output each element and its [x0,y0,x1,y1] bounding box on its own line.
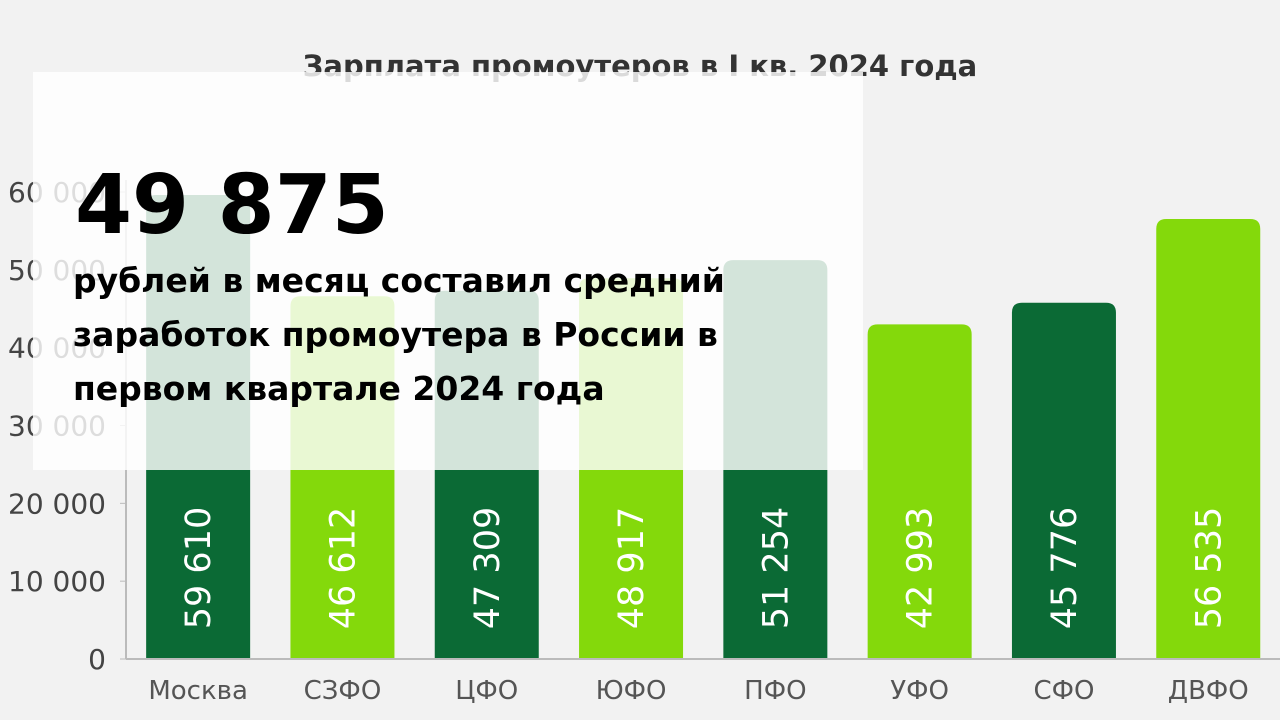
overlay-text: рублей в месяц составил средний [73,261,725,300]
value-label: 46 612 [323,507,363,629]
bar [1011,302,1116,659]
bar [1156,218,1261,660]
value-label: 42 993 [901,507,941,629]
x-tick-label: ЦФО [455,676,518,706]
x-tick-label: УФО [890,676,949,706]
y-tick-label: 10 000 [8,565,106,598]
y-tick-label: 20 000 [8,487,106,520]
value-label: 45 776 [1045,507,1085,629]
value-label: 48 917 [612,507,652,629]
x-tick-label: ПФО [744,676,806,706]
value-label: 56 535 [1189,507,1229,629]
overlay-text: первом квартале 2024 года [73,369,605,408]
value-label: 51 254 [756,507,796,629]
overlay-text: заработок промоутера в России в [73,315,718,354]
value-label: 59 610 [179,507,219,629]
bar [867,324,972,659]
x-tick-label: СФО [1033,676,1094,706]
overlay-panel [33,72,863,470]
y-tick-label: 0 [88,643,106,676]
value-label: 47 309 [468,507,508,629]
x-tick-label: Москва [148,676,248,706]
x-tick-label: ДВФО [1168,676,1249,706]
headline: 49 875 [75,158,389,253]
x-tick-label: СЗФО [304,676,382,706]
x-tick-label: ЮФО [596,676,667,706]
